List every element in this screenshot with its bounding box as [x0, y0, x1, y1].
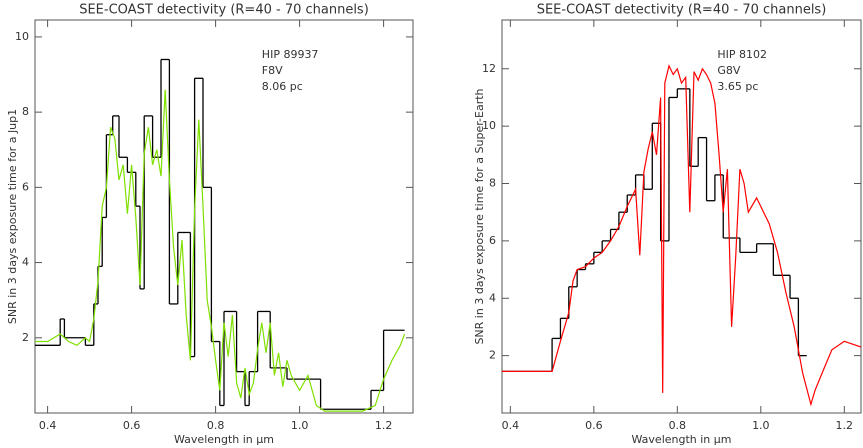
y-tick-label: 4 — [22, 256, 29, 269]
series — [502, 64, 861, 407]
annotation: G8V — [717, 64, 741, 77]
series — [35, 58, 405, 410]
annotation: HIP 89937 — [262, 48, 319, 61]
chart-title: SEE-COAST detectivity (R=40 - 70 channel… — [537, 3, 827, 18]
x-tick-label: 0.4 — [39, 419, 57, 432]
x-axis-label: Wavelength in μm — [174, 433, 274, 446]
y-tick-label: 8 — [22, 105, 29, 118]
y-tick-label: 8 — [489, 177, 496, 190]
y-tick-label: 10 — [15, 30, 29, 43]
x-tick-label: 0.6 — [123, 419, 141, 432]
series — [502, 88, 807, 373]
y-axis-label: SNR in 3 days exposure time for a Jup1 — [6, 109, 19, 324]
annotation: F8V — [262, 64, 283, 77]
x-tick-label: 1.2 — [836, 419, 854, 432]
x-axis-label: Wavelength in μm — [632, 433, 732, 446]
y-tick-label: 10 — [482, 119, 496, 132]
annotation: HIP 8102 — [717, 48, 767, 61]
panel: SEE-COAST detectivity (R=40 - 70 channel… — [473, 3, 862, 446]
y-tick-label: 2 — [22, 331, 29, 344]
x-tick-label: 0.6 — [585, 419, 603, 432]
x-tick-label: 0.8 — [669, 419, 687, 432]
chart-title: SEE-COAST detectivity (R=40 - 70 channel… — [79, 3, 369, 18]
x-tick-label: 1.0 — [752, 419, 770, 432]
y-tick-label: 2 — [489, 349, 496, 362]
series — [35, 89, 406, 412]
plot-frame — [34, 19, 414, 414]
panel: SEE-COAST detectivity (R=40 - 70 channel… — [6, 3, 414, 446]
plot-frame — [501, 19, 862, 414]
spectrum-line — [35, 89, 406, 412]
annotation: 8.06 pc — [262, 80, 303, 93]
y-tick-label: 4 — [489, 291, 496, 304]
y-axis-label: SNR in 3 days exposure time for a Super-… — [473, 88, 486, 344]
x-tick-label: 0.8 — [207, 419, 225, 432]
y-tick-label: 12 — [482, 62, 496, 75]
x-tick-label: 0.4 — [502, 419, 520, 432]
y-tick-label: 6 — [489, 234, 496, 247]
x-tick-label: 1.0 — [291, 419, 309, 432]
x-tick-label: 1.2 — [375, 419, 393, 432]
annotation: 3.65 pc — [717, 80, 758, 93]
spectrum-line — [502, 64, 861, 407]
y-tick-label: 6 — [22, 180, 29, 193]
